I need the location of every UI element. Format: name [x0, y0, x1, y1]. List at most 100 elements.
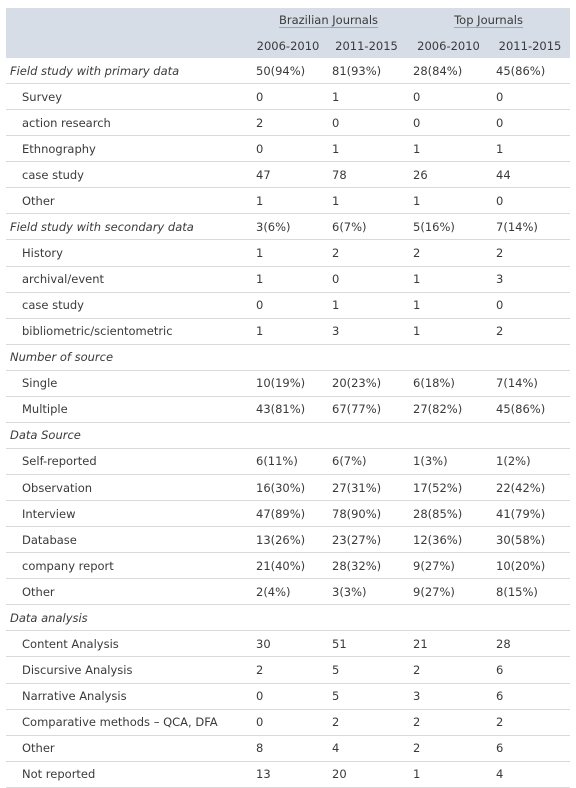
section-row: Field study with secondary data 3(6%) 6(7%…	[6, 213, 571, 241]
cell: 2	[490, 318, 571, 345]
cell: 0	[407, 83, 491, 111]
item-row: Observation 16(30%) 27(31%) 17(52%) 22(42%)	[6, 474, 571, 502]
cell: 2	[490, 709, 571, 736]
cell: 67(77%)	[326, 396, 408, 423]
cell: 6(7%)	[326, 448, 408, 476]
cell: 45(86%)	[490, 396, 571, 423]
cell: 0	[250, 83, 326, 111]
item-row: Discursive Analysis 2 5 2 6	[6, 656, 571, 684]
cell: 47	[250, 161, 326, 189]
item-row: Not reported 13 20 1 4	[6, 761, 571, 788]
cell: 3	[326, 318, 408, 345]
period-header: 2011-2015	[326, 33, 408, 58]
row-label: Survey	[6, 83, 250, 111]
item-row: Comparative methods – QCA, DFA 0 2 2 2	[6, 709, 571, 736]
cell: 6(18%)	[407, 370, 491, 397]
cell: 0	[250, 683, 326, 710]
cell: 28(84%)	[407, 58, 491, 85]
row-label: Self-reported	[6, 448, 250, 476]
cell: 7(14%)	[490, 213, 571, 241]
cell	[250, 604, 326, 632]
cell: 30	[250, 630, 326, 658]
cell: 5	[326, 683, 408, 710]
cell: 78	[326, 161, 408, 189]
row-label: Interview	[6, 500, 250, 528]
cell: 27(31%)	[326, 474, 408, 502]
row-label: Other	[6, 578, 250, 606]
section-title: Field study with secondary data	[6, 213, 250, 241]
row-label: Other	[6, 735, 250, 762]
row-label: Single	[6, 370, 250, 397]
cell: 28(32%)	[326, 552, 408, 580]
cell: 0	[326, 266, 408, 293]
cell: 8(15%)	[490, 578, 571, 606]
cell: 0	[250, 292, 326, 319]
cell: 43(81%)	[250, 396, 326, 423]
cell: 1(3%)	[407, 448, 491, 476]
page: Brazilian Journals Top Journals 2006-201…	[6, 8, 571, 788]
cell: 0	[490, 83, 571, 111]
period-header: 2011-2015	[490, 33, 571, 58]
cell: 5	[326, 656, 408, 684]
item-row: Database 13(26%) 23(27%) 12(36%) 30(58%)	[6, 526, 571, 554]
row-label: History	[6, 239, 250, 267]
cell: 21	[407, 630, 491, 658]
cell: 26	[407, 161, 491, 189]
cell	[407, 422, 491, 449]
cell: 2	[490, 239, 571, 267]
cell: 2(4%)	[250, 578, 326, 606]
cell: 20	[326, 761, 408, 788]
section-row: Data analysis	[6, 604, 571, 632]
row-label: Narrative Analysis	[6, 683, 250, 710]
cell: 28	[490, 630, 571, 658]
cell: 50(94%)	[250, 58, 326, 85]
row-label: action research	[6, 109, 250, 137]
cell: 8	[250, 735, 326, 762]
cell: 1	[407, 761, 491, 788]
cell: 2	[407, 239, 491, 267]
cell: 28(85%)	[407, 500, 491, 528]
item-row: action research 2 0 0 0	[6, 109, 571, 137]
cell: 0	[407, 109, 491, 137]
item-row: company report 21(40%) 28(32%) 9(27%) 10(20%…	[6, 552, 571, 580]
cell: 0	[250, 709, 326, 736]
section-row: Data Source	[6, 422, 571, 449]
cell: 1	[250, 318, 326, 345]
cell: 2	[407, 735, 491, 762]
item-row: History 1 2 2 2	[6, 239, 571, 267]
cell: 6	[490, 735, 571, 762]
row-label: Ethnography	[6, 135, 250, 163]
cell	[490, 604, 571, 632]
cell: 17(52%)	[407, 474, 491, 502]
cell: 5(16%)	[407, 213, 491, 241]
cell: 0	[490, 109, 571, 137]
cell: 6	[490, 683, 571, 710]
cell: 3(6%)	[250, 213, 326, 241]
cell: 9(27%)	[407, 552, 491, 580]
cell	[326, 422, 408, 449]
row-label: Multiple	[6, 396, 250, 423]
cell: 0	[490, 292, 571, 319]
group-header: Brazilian Journals	[250, 8, 408, 33]
cell: 1	[326, 83, 408, 111]
item-row: Ethnography 0 1 1 1	[6, 135, 571, 163]
cell: 2	[250, 656, 326, 684]
cell	[407, 344, 491, 371]
cell: 1	[407, 135, 491, 163]
cell: 1	[326, 135, 408, 163]
cell: 1	[326, 187, 408, 215]
cell: 4	[490, 761, 571, 788]
item-row: bibliometric/scientometric 1 3 1 2	[6, 318, 571, 345]
cell: 9(27%)	[407, 578, 491, 606]
period-header: 2006-2010	[407, 33, 491, 58]
item-row: case study 0 1 1 0	[6, 292, 571, 319]
row-label: Observation	[6, 474, 250, 502]
cell: 2	[407, 709, 491, 736]
cell: 47(89%)	[250, 500, 326, 528]
cell: 1	[407, 187, 491, 215]
section-title: Data analysis	[6, 604, 250, 632]
cell: 6(11%)	[250, 448, 326, 476]
cell: 4	[326, 735, 408, 762]
cell	[490, 344, 571, 371]
cell: 2	[407, 656, 491, 684]
